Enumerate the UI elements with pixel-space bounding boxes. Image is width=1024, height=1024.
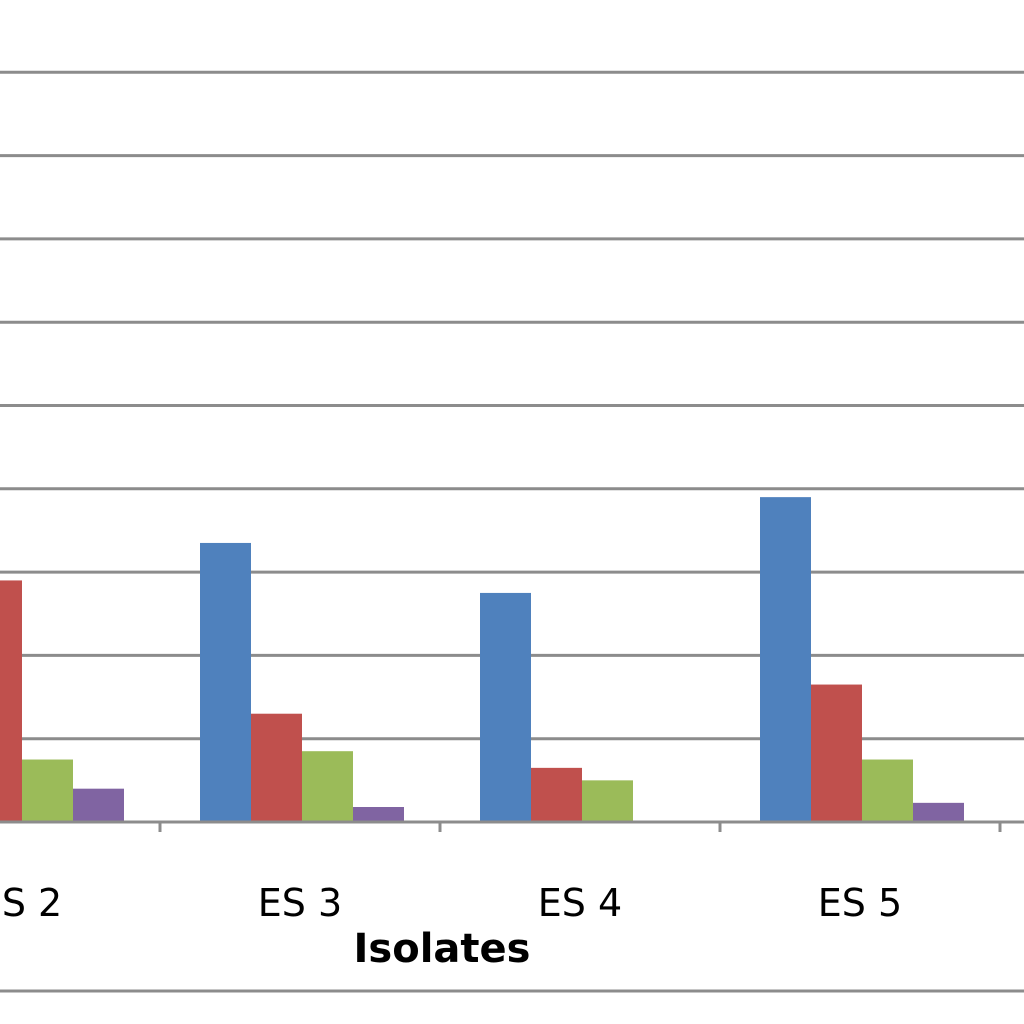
bar-series-3-es-4 <box>582 780 633 822</box>
bar-series-4-es-3 <box>353 807 404 822</box>
bar-series-1-es-3 <box>200 542 251 822</box>
bar-series-2-es-4 <box>531 767 582 822</box>
x-tick-labels: ES 2 ES 3 ES 4 ES 5 <box>0 881 902 925</box>
bar-series-3-es-2 <box>22 759 73 822</box>
x-tick-label: ES 2 <box>0 881 62 925</box>
x-tick-label: ES 4 <box>538 881 622 925</box>
bar-series-1-es-5 <box>760 497 811 822</box>
bar-series-2-es-2 <box>0 580 22 822</box>
bar-series-2-es-3 <box>251 713 302 822</box>
bar-series-3-es-3 <box>302 751 353 822</box>
gridlines <box>0 70 1024 741</box>
bar-series-3-es-5 <box>862 759 913 822</box>
bar-series-1-es-4 <box>480 592 531 822</box>
bar-series-4-es-5 <box>913 802 964 822</box>
x-axis <box>0 820 1024 832</box>
bar-series-4-es-2 <box>73 788 124 822</box>
x-tick-label: ES 3 <box>258 881 342 925</box>
bar-series-2-es-5 <box>811 684 862 822</box>
x-axis-title: Isolates <box>354 926 531 972</box>
x-tick-label: ES 5 <box>818 881 902 925</box>
bars <box>0 497 964 822</box>
